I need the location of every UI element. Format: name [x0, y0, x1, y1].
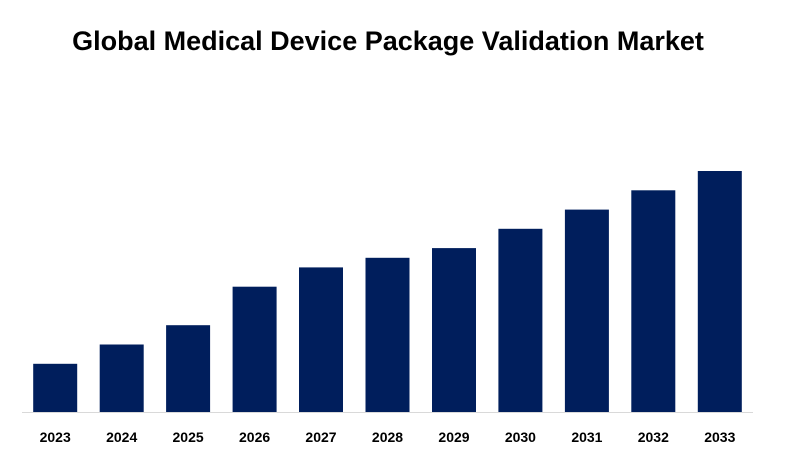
- x-tick-label-2033: 2033: [704, 429, 735, 445]
- x-tick-labels: 2023 2024 2025 2026 2027 2028 2029 2030 2031 2032…: [40, 429, 736, 445]
- bar-2025: [166, 325, 211, 412]
- x-tick-label-2029: 2029: [438, 429, 469, 445]
- x-tick-label-2027: 2027: [305, 429, 336, 445]
- x-tick-label-2025: 2025: [173, 429, 204, 445]
- x-tick-label-2026: 2026: [239, 429, 270, 445]
- x-tick-label-2024: 2024: [106, 429, 137, 445]
- bar-2026: [232, 286, 277, 412]
- bar-2032: [631, 190, 676, 412]
- x-tick-label-2028: 2028: [372, 429, 403, 445]
- x-tick-label-2030: 2030: [505, 429, 536, 445]
- x-tick-label-2023: 2023: [40, 429, 71, 445]
- chart-title: Global Medical Device Package Validation…: [72, 26, 704, 56]
- bar-2027: [299, 267, 343, 412]
- bar-2024: [99, 344, 144, 412]
- bar-2031: [564, 209, 609, 412]
- bar-2033: [697, 171, 742, 412]
- bar-2029: [432, 248, 476, 412]
- x-tick-label-2032: 2032: [638, 429, 669, 445]
- x-tick-label-2031: 2031: [571, 429, 602, 445]
- bar-2028: [365, 257, 410, 412]
- bar-2023: [33, 363, 78, 412]
- bar-2030: [498, 228, 543, 412]
- bars-group: [33, 171, 742, 412]
